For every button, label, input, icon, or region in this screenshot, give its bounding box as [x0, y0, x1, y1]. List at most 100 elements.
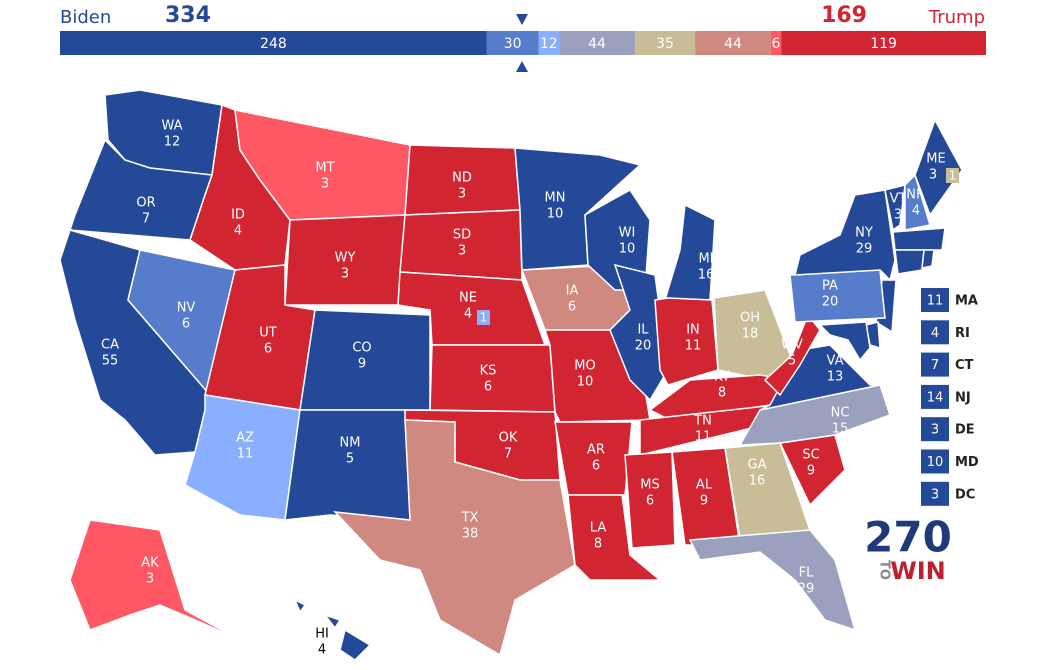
small-state-ev: 14 [927, 390, 944, 405]
state-ev: 4 [912, 204, 920, 219]
bar-label: 6 [772, 36, 781, 52]
state-abbr: WY [335, 251, 356, 266]
state-ev: 4 [464, 307, 472, 322]
state-abbr: MT [315, 161, 334, 176]
state-abbr: MI [698, 252, 713, 267]
state-shape [339, 628, 372, 661]
right-total: 169 [821, 3, 867, 28]
small-state-abbr: CT [955, 358, 974, 373]
state-abbr: WI [619, 226, 636, 241]
state-abbr: WV [781, 338, 803, 353]
state-ev: 3 [458, 187, 466, 202]
state-shape [894, 249, 925, 275]
state-shape [624, 451, 676, 549]
state-abbr: ID [231, 208, 245, 223]
state-ev: 38 [462, 527, 479, 542]
state-abbr: NV [177, 301, 196, 316]
bar-segment [695, 31, 771, 55]
small-state-box [921, 384, 949, 409]
state-ev: 6 [484, 380, 492, 395]
state-ev: 3 [146, 572, 154, 587]
state-abbr: AZ [236, 431, 254, 446]
state-shape [914, 118, 963, 217]
left-total: 334 [165, 3, 211, 28]
state-shape [293, 598, 307, 614]
state-shape [921, 249, 935, 269]
state-ev: 6 [264, 342, 272, 357]
state-ev: 3 [458, 244, 466, 259]
state-ev: 10 [547, 207, 564, 222]
state-ev: 9 [807, 464, 815, 479]
state-ev: 55 [102, 354, 119, 369]
state-ev: 8 [594, 537, 602, 552]
state-shape [818, 321, 871, 362]
state-ev: 4 [234, 224, 242, 239]
state-shape [609, 263, 669, 402]
state-ev: 29 [798, 582, 815, 597]
bar-segment [634, 31, 696, 55]
bar-label: 44 [724, 36, 742, 52]
bar-label: 30 [504, 36, 522, 52]
state-ev: 9 [358, 357, 366, 372]
state-ev: 3 [321, 177, 329, 192]
bar-segment [559, 31, 635, 55]
map: WA12OR7CA55NV6ID4MT3WY3UT6AZ11CO9NM5ND3S… [59, 89, 963, 661]
state-shape [794, 189, 896, 282]
state-ev: 6 [592, 459, 600, 474]
bar-segment [781, 31, 986, 55]
state-ev: 4 [318, 643, 326, 658]
state-abbr: VT [890, 192, 907, 207]
state-shape [884, 184, 906, 232]
tally-bar: 248 30 12 44 35 44 6 119 [60, 31, 986, 55]
state-ev: 16 [698, 268, 715, 283]
marker-top [516, 14, 528, 25]
state-shape [69, 519, 241, 641]
right-name: Trump [928, 7, 985, 28]
state-abbr: ND [452, 171, 472, 186]
logo-win: WIN [890, 557, 946, 585]
state-ev: 16 [749, 474, 766, 489]
bar-label: 35 [656, 36, 674, 52]
state-abbr: NY [855, 226, 873, 241]
state-abbr: MN [545, 191, 566, 206]
state-ev: 10 [577, 375, 594, 390]
state-abbr: IN [686, 323, 700, 338]
logo-number: 270 [864, 513, 952, 562]
state-ev: 20 [822, 295, 839, 310]
bar-segment [770, 31, 782, 55]
state-shape [688, 529, 857, 632]
state-abbr: MS [640, 478, 659, 493]
state-abbr: WA [161, 119, 182, 134]
state-abbr: NM [340, 436, 361, 451]
state-abbr: HI [315, 627, 329, 642]
logo-to: TO [877, 560, 892, 580]
state-abbr: OR [136, 196, 155, 211]
state-shape [763, 313, 821, 397]
small-state-abbr: NJ [955, 390, 971, 405]
state-ev: 29 [856, 242, 873, 257]
state-ev: 6 [182, 317, 190, 332]
state-ev: 8 [718, 386, 726, 401]
small-state-abbr: MD [955, 455, 979, 470]
small-state-box [921, 417, 949, 442]
state-abbr: AR [587, 443, 605, 458]
state-shape [429, 344, 556, 413]
split-box [946, 168, 959, 183]
small-state-box [921, 481, 949, 506]
state-abbr: NC [831, 406, 850, 421]
state-abbr: LA [590, 521, 607, 536]
small-state-box [921, 352, 949, 377]
small-state-box [921, 449, 949, 474]
state-ev: 6 [568, 300, 576, 315]
state-abbr: TX [461, 511, 479, 526]
state-ev: 18 [742, 327, 759, 342]
state-ev: 11 [685, 339, 702, 354]
state-abbr: KS [480, 364, 497, 379]
state-abbr: AL [696, 478, 713, 493]
state-ev: 10 [619, 242, 636, 257]
small-state-abbr: DC [955, 487, 975, 502]
state-ev: 7 [504, 447, 512, 462]
state-ev: 6 [646, 494, 654, 509]
state-shape [567, 494, 663, 581]
